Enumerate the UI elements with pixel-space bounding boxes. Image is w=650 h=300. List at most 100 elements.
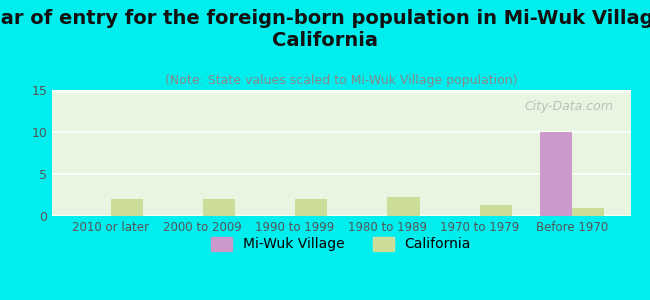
- Bar: [52, 91, 630, 92]
- Bar: [52, 90, 630, 92]
- Bar: [52, 91, 630, 92]
- Bar: [52, 90, 630, 92]
- Bar: [52, 90, 630, 92]
- Bar: [52, 90, 630, 92]
- Bar: [52, 90, 630, 91]
- Bar: [52, 90, 630, 91]
- Bar: [52, 91, 630, 92]
- Bar: [52, 91, 630, 92]
- Bar: [52, 91, 630, 92]
- Bar: [52, 90, 630, 92]
- Bar: [52, 91, 630, 92]
- Bar: [52, 91, 630, 92]
- Bar: [52, 91, 630, 92]
- Bar: [52, 91, 630, 92]
- Bar: [52, 91, 630, 92]
- Bar: [111, 199, 143, 216]
- Bar: [52, 90, 630, 92]
- Bar: [52, 90, 630, 92]
- Text: City-Data.com: City-Data.com: [525, 100, 613, 113]
- Bar: [52, 90, 630, 92]
- Bar: [52, 91, 630, 92]
- Bar: [52, 90, 630, 92]
- Bar: [52, 91, 630, 92]
- Bar: [52, 90, 630, 92]
- Bar: [52, 91, 630, 92]
- Bar: [52, 91, 630, 92]
- Bar: [52, 91, 630, 92]
- Bar: [52, 90, 630, 91]
- Bar: [52, 91, 630, 92]
- Bar: [52, 91, 630, 92]
- Bar: [52, 91, 630, 92]
- Bar: [480, 205, 512, 216]
- Bar: [52, 90, 630, 92]
- Bar: [52, 91, 630, 92]
- Bar: [52, 90, 630, 91]
- Bar: [52, 91, 630, 92]
- Bar: [572, 208, 604, 216]
- Title: (Note: State values scaled to Mi-Wuk Village population): (Note: State values scaled to Mi-Wuk Vil…: [165, 74, 517, 87]
- Bar: [52, 90, 630, 92]
- Bar: [52, 91, 630, 92]
- Bar: [52, 91, 630, 92]
- Bar: [52, 91, 630, 92]
- Text: Year of entry for the foreign-born population in Mi-Wuk Village,
California: Year of entry for the foreign-born popul…: [0, 9, 650, 50]
- Bar: [52, 91, 630, 92]
- Bar: [52, 90, 630, 91]
- Bar: [387, 197, 420, 216]
- Bar: [52, 91, 630, 92]
- Bar: [52, 90, 630, 92]
- Bar: [52, 90, 630, 91]
- Bar: [52, 91, 630, 92]
- Bar: [52, 91, 630, 92]
- Bar: [52, 91, 630, 92]
- Bar: [52, 91, 630, 92]
- Legend: Mi-Wuk Village, California: Mi-Wuk Village, California: [206, 231, 476, 257]
- Bar: [52, 91, 630, 92]
- Bar: [52, 91, 630, 92]
- Bar: [52, 91, 630, 92]
- Bar: [52, 91, 630, 92]
- Bar: [52, 91, 630, 92]
- Bar: [295, 199, 328, 216]
- Bar: [52, 90, 630, 92]
- Bar: [52, 90, 630, 91]
- Bar: [52, 90, 630, 92]
- Bar: [52, 91, 630, 92]
- Bar: [52, 91, 630, 92]
- Bar: [52, 90, 630, 92]
- Bar: [52, 91, 630, 92]
- Bar: [52, 91, 630, 92]
- Bar: [52, 90, 630, 92]
- Bar: [52, 91, 630, 92]
- Bar: [52, 90, 630, 92]
- Bar: [52, 91, 630, 92]
- Bar: [52, 90, 630, 92]
- Bar: [52, 91, 630, 92]
- Bar: [52, 91, 630, 92]
- Bar: [203, 199, 235, 216]
- Bar: [52, 91, 630, 92]
- Bar: [52, 91, 630, 92]
- Bar: [52, 91, 630, 92]
- Bar: [52, 91, 630, 92]
- Bar: [52, 90, 630, 92]
- Bar: [52, 91, 630, 92]
- Bar: [52, 91, 630, 92]
- Bar: [52, 91, 630, 92]
- Bar: [540, 132, 572, 216]
- Bar: [52, 91, 630, 92]
- Bar: [52, 91, 630, 92]
- Bar: [52, 90, 630, 92]
- Bar: [52, 90, 630, 92]
- Bar: [52, 91, 630, 92]
- Bar: [52, 91, 630, 92]
- Bar: [52, 91, 630, 92]
- Bar: [52, 91, 630, 92]
- Bar: [52, 91, 630, 92]
- Bar: [52, 91, 630, 92]
- Bar: [52, 90, 630, 91]
- Bar: [52, 91, 630, 92]
- Bar: [52, 91, 630, 92]
